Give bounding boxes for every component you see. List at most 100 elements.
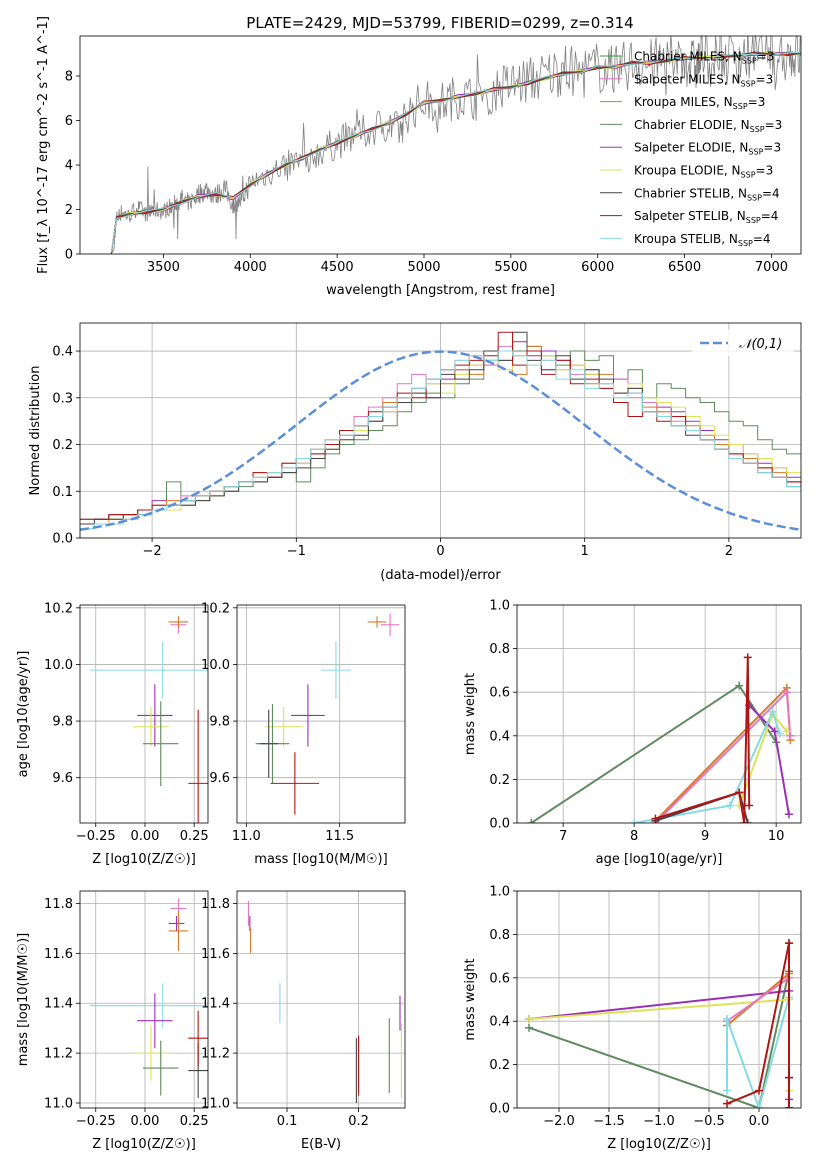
plot-area (80, 891, 208, 1108)
y-tick-label: 0.4 (52, 345, 73, 360)
axes-frame (79, 604, 209, 824)
x-axis-label: E(B-V) (301, 1137, 341, 1152)
model-line-8 (110, 52, 801, 253)
x-tick-label: −2 (143, 544, 162, 559)
x-tick-label: 7000 (755, 260, 788, 275)
x-tick-label: −0.5 (693, 1114, 725, 1129)
x-tick-label: −0.25 (76, 829, 116, 844)
weight-marker (726, 801, 734, 810)
panel-residuals: −2 −1 0 1 2 0.0 0.1 0.2 0.3 0.4 (data-model)/error… (28, 322, 802, 583)
y-tick-label: 11.4 (201, 997, 230, 1012)
y-axis-label: mass weight (463, 673, 478, 755)
legend-label-6: Chabrier STELIB, NSSP=4 (634, 186, 780, 202)
y-axis-label: Flux [f_λ 10^-17 erg cm^-2 s^-1 A^-1] (36, 16, 51, 274)
y-tick-label: 0.8 (489, 928, 510, 943)
weight-marker (768, 707, 777, 716)
x-tick-label: 0.00 (131, 829, 160, 844)
y-tick-label: 1.0 (489, 885, 510, 900)
y-tick-label: 0.4 (489, 1015, 510, 1030)
weight-marker (770, 727, 779, 736)
errorbar-point-2 (168, 616, 189, 628)
y-tick-label: 0.0 (52, 532, 73, 547)
observed-spectrum-line (110, 36, 801, 254)
y-tick-label: 11.8 (44, 897, 73, 912)
legend-label-3: Chabrier ELODIE, NSSP=3 (634, 118, 782, 134)
errorbar-point-4 (137, 993, 173, 1049)
weight-marker (745, 801, 754, 810)
y-tick-label: 0.6 (489, 971, 510, 986)
histogram-6 (80, 331, 801, 520)
panel-spectrum: 3500 4000 4500 5000 5500 6000 6500 7000 0 2 4 6 8 PLA… (36, 14, 802, 298)
errorbar-point-5 (133, 1025, 169, 1081)
histogram-7 (80, 350, 801, 530)
y-tick-label: 9.6 (52, 771, 73, 786)
y-tick-label: 11.4 (44, 997, 73, 1012)
x-tick-label: 10 (768, 829, 785, 844)
plot-area (237, 891, 405, 1108)
y-tick-label: 11.8 (201, 897, 230, 912)
y-tick-label: 11.2 (201, 1047, 230, 1062)
x-tick-label: −2.0 (543, 1114, 575, 1129)
weight-marker (735, 681, 744, 690)
errorbar-point-3 (291, 684, 325, 747)
y-tick-label: 1.0 (489, 599, 510, 614)
plot-area (80, 323, 801, 538)
histogram-3 (80, 345, 801, 525)
y-tick-label: 9.6 (209, 771, 230, 786)
axes-frame (79, 35, 802, 255)
weight-line-7 (655, 656, 751, 823)
weight-line-7 (726, 942, 790, 1108)
errorbar-point-6 (188, 709, 208, 823)
y-tick-label: 0.1 (52, 485, 73, 500)
y-tick-label: 0.0 (489, 1102, 510, 1117)
x-tick-label: 8 (630, 829, 638, 844)
x-tick-label: 4000 (234, 260, 267, 275)
errorbar-point-7 (270, 752, 320, 815)
x-axis-label: wavelength [Angstrom, rest frame] (326, 283, 555, 298)
y-axis-label: mass weight (463, 958, 478, 1040)
errorbar-point-0 (89, 641, 208, 699)
x-tick-label: 6500 (668, 260, 701, 275)
plot-area (517, 605, 801, 823)
x-tick-label: 6000 (581, 260, 614, 275)
x-tick-label: 0.00 (131, 1114, 160, 1129)
y-axis-label: Normed distribution (28, 366, 43, 496)
x-tick-label: 11.0 (232, 829, 261, 844)
errorbar-point-5 (143, 701, 179, 787)
axes-frame (236, 604, 406, 824)
panel-mass-vs-Z: −0.25 0.00 0.25 11.0 11.2 11.4 11.6 11.8 Z [log1… (16, 890, 209, 1152)
legend-label-7: Salpeter STELIB, NSSP=4 (634, 209, 778, 225)
x-tick-label: 0.25 (180, 1114, 209, 1129)
plot-area (237, 605, 405, 823)
panel-age-vs-mass: 11.0 11.5 9.6 9.8 10.0 10.2 mass [log10(M/M☉)] (201, 601, 406, 867)
histogram-2 (80, 345, 801, 530)
weight-marker (755, 1086, 763, 1095)
x-tick-label: 0 (436, 544, 444, 559)
errorbar-point-1 (380, 613, 400, 637)
weight-marker (651, 814, 660, 823)
x-tick-label: 1 (581, 544, 589, 559)
axes-frame (516, 604, 802, 824)
y-tick-label: 2 (65, 203, 73, 218)
plot-area (517, 891, 801, 1108)
errorbar-point-2 (168, 915, 185, 931)
legend-label-8: Kroupa STELIB, NSSP=4 (634, 232, 771, 248)
legend-label-4: Salpeter ELODIE, NSSP=3 (634, 141, 781, 157)
y-tick-label: 11.2 (44, 1047, 73, 1062)
y-tick-label: 0.6 (489, 686, 510, 701)
weight-marker (782, 688, 791, 697)
legend-label-5: Kroupa ELODIE, NSSP=3 (634, 164, 773, 180)
x-tick-label: 2 (725, 544, 733, 559)
histogram-0 (80, 345, 801, 520)
weight-marker (784, 810, 793, 819)
y-tick-label: 0.2 (52, 438, 73, 453)
legend: Chabrier MILES, NSSP=3 Salpeter MILES, NS… (600, 50, 782, 248)
y-tick-label: 10.2 (201, 601, 230, 616)
errorbar-point-0 (321, 641, 351, 699)
x-tick-label: 5000 (407, 260, 440, 275)
panel-age-vs-Z: −0.25 0.00 0.25 9.6 9.8 10.0 10.2 Z [log10(Z/Z☉… (16, 601, 209, 867)
weight-marker (735, 788, 744, 797)
weight-marker (525, 1015, 533, 1024)
y-tick-label: 0.0 (489, 817, 510, 832)
